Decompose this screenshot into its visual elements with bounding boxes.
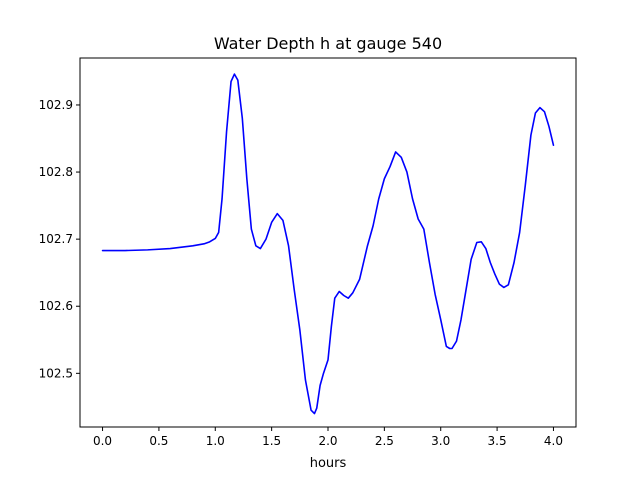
series-line-0 xyxy=(101,73,555,415)
x-tick-label: 1.0 xyxy=(206,434,225,448)
chart-title: Water Depth h at gauge 540 xyxy=(214,34,442,53)
x-tick-label: 2.5 xyxy=(375,434,394,448)
x-tick-label: 1.5 xyxy=(262,434,281,448)
x-tick-label: 0.5 xyxy=(149,434,168,448)
y-tick-label: 102.6 xyxy=(39,299,73,313)
y-tick-label: 102.7 xyxy=(39,232,73,246)
y-tick-label: 102.8 xyxy=(39,165,73,179)
x-tick-label: 2.0 xyxy=(318,434,337,448)
x-tick-label: 3.0 xyxy=(431,434,450,448)
x-tick-label: 4.0 xyxy=(544,434,563,448)
y-tick-label: 102.5 xyxy=(39,366,73,380)
x-axis-label: hours xyxy=(310,456,347,471)
plot-area: 0.0 0.5 1.0 1.5 2.0 2.5 3.0 3.5 4.0 102.5 102.6 102… xyxy=(39,57,577,448)
x-tick-label: 3.5 xyxy=(488,434,507,448)
x-tick-label: 0.0 xyxy=(93,434,112,448)
y-tick-label: 102.9 xyxy=(39,98,73,112)
